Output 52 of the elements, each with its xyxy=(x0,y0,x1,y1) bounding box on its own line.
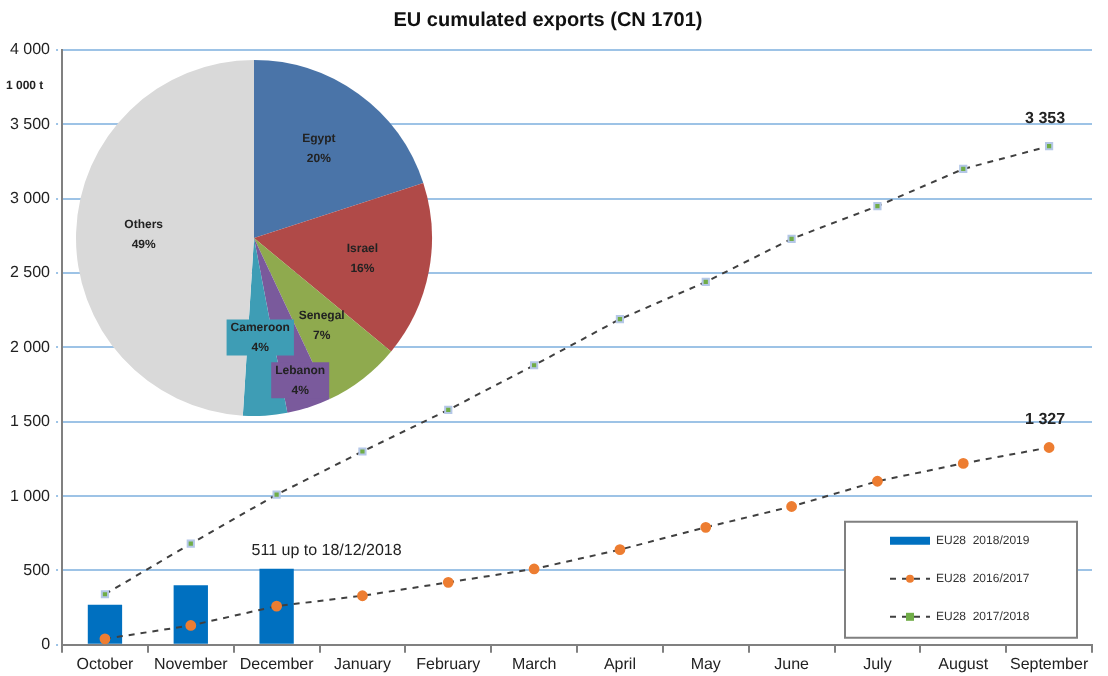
point xyxy=(873,202,882,211)
point xyxy=(786,501,797,512)
y-tick-label: 2 500 xyxy=(9,263,52,282)
point xyxy=(442,576,454,588)
point xyxy=(271,600,283,612)
y-tick-label: 3 000 xyxy=(9,189,52,208)
point xyxy=(185,620,197,631)
x-tick-label: June xyxy=(774,654,811,673)
y-tick-label: 500 xyxy=(23,560,52,579)
x-tick-label: November xyxy=(153,654,229,673)
y-tick-label: 1 000 xyxy=(9,486,52,505)
y-tick-label: 1 500 xyxy=(9,412,52,431)
point xyxy=(1044,142,1054,151)
x-tick-label: August xyxy=(938,654,990,673)
x-tick-label: December xyxy=(239,654,315,673)
point xyxy=(959,164,968,174)
annotation: 511 up to 18/12/2018 xyxy=(251,541,403,560)
bar xyxy=(173,585,208,644)
point xyxy=(957,457,969,469)
point xyxy=(272,490,281,499)
point xyxy=(99,633,111,645)
x-tick-label: February xyxy=(416,654,481,673)
bar xyxy=(87,604,123,644)
chart-title: EU cumulated exports (CN 1701) xyxy=(393,9,703,32)
y-tick-label: 0 xyxy=(41,635,52,654)
point xyxy=(1043,442,1055,453)
point xyxy=(358,447,367,456)
x-tick-label: January xyxy=(333,654,391,673)
point xyxy=(614,544,626,556)
point xyxy=(357,590,368,602)
point xyxy=(701,277,710,287)
point xyxy=(872,475,883,487)
point xyxy=(529,361,539,370)
bar xyxy=(259,568,294,644)
point xyxy=(615,315,625,324)
x-tick-label: July xyxy=(863,654,892,673)
data-label: 3 353 xyxy=(1025,108,1067,127)
point xyxy=(528,563,540,575)
y-tick-label: 3 500 xyxy=(9,114,52,133)
point xyxy=(100,590,110,599)
point xyxy=(186,539,195,548)
point xyxy=(444,405,453,414)
y-tick-label: 4 000 xyxy=(9,40,52,59)
x-tick-label: September xyxy=(1009,654,1089,673)
y-tick-label: 2 000 xyxy=(9,337,52,356)
data-label: 1 327 xyxy=(1025,409,1067,428)
point xyxy=(700,521,712,533)
x-tick-label: April xyxy=(603,654,637,673)
point xyxy=(787,234,796,243)
x-tick-label: March xyxy=(511,654,557,673)
x-tick-label: May xyxy=(690,654,721,673)
x-tick-label: October xyxy=(76,654,135,673)
